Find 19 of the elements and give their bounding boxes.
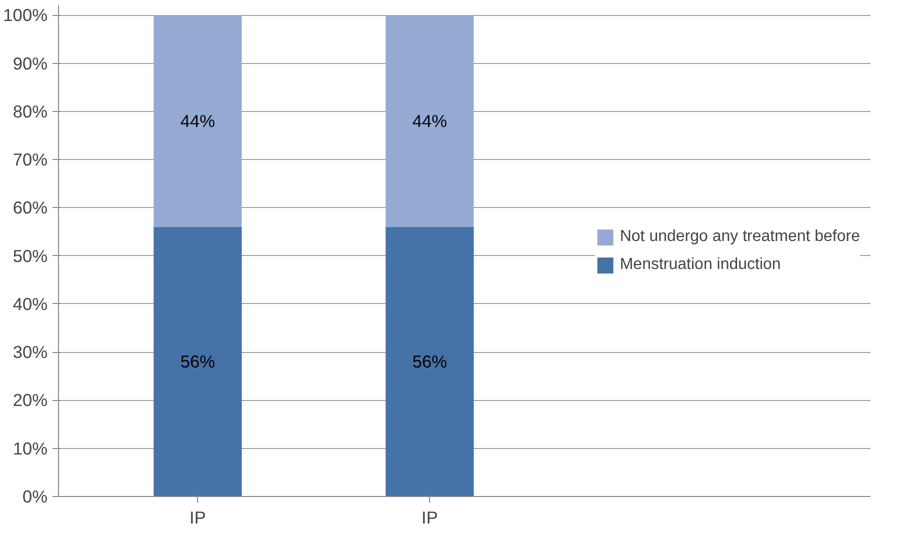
- y-tick-label: 80%: [12, 101, 48, 122]
- data-label: 44%: [412, 111, 448, 132]
- y-tick-label: 100%: [3, 5, 48, 26]
- y-tick-label: 0%: [22, 486, 48, 506]
- y-tick-label: 60%: [12, 198, 48, 218]
- legend-label: Not undergo any treatment before: [620, 228, 860, 246]
- y-tick-label: 50%: [12, 246, 48, 266]
- y-tick-label: 40%: [12, 294, 48, 314]
- y-tick-label: 90%: [12, 53, 48, 74]
- y-tick-label: 30%: [12, 342, 48, 362]
- data-label: 56%: [412, 352, 448, 372]
- x-tick-label: IP: [190, 508, 206, 528]
- y-tick-label: 70%: [12, 150, 48, 170]
- x-tick-label: IP: [422, 508, 438, 528]
- y-tick-label: 20%: [12, 390, 48, 410]
- data-label: 44%: [180, 111, 216, 132]
- legend-label: Menstruation induction: [620, 256, 781, 274]
- y-tick-label: 10%: [12, 438, 48, 458]
- data-label: 56%: [180, 352, 216, 372]
